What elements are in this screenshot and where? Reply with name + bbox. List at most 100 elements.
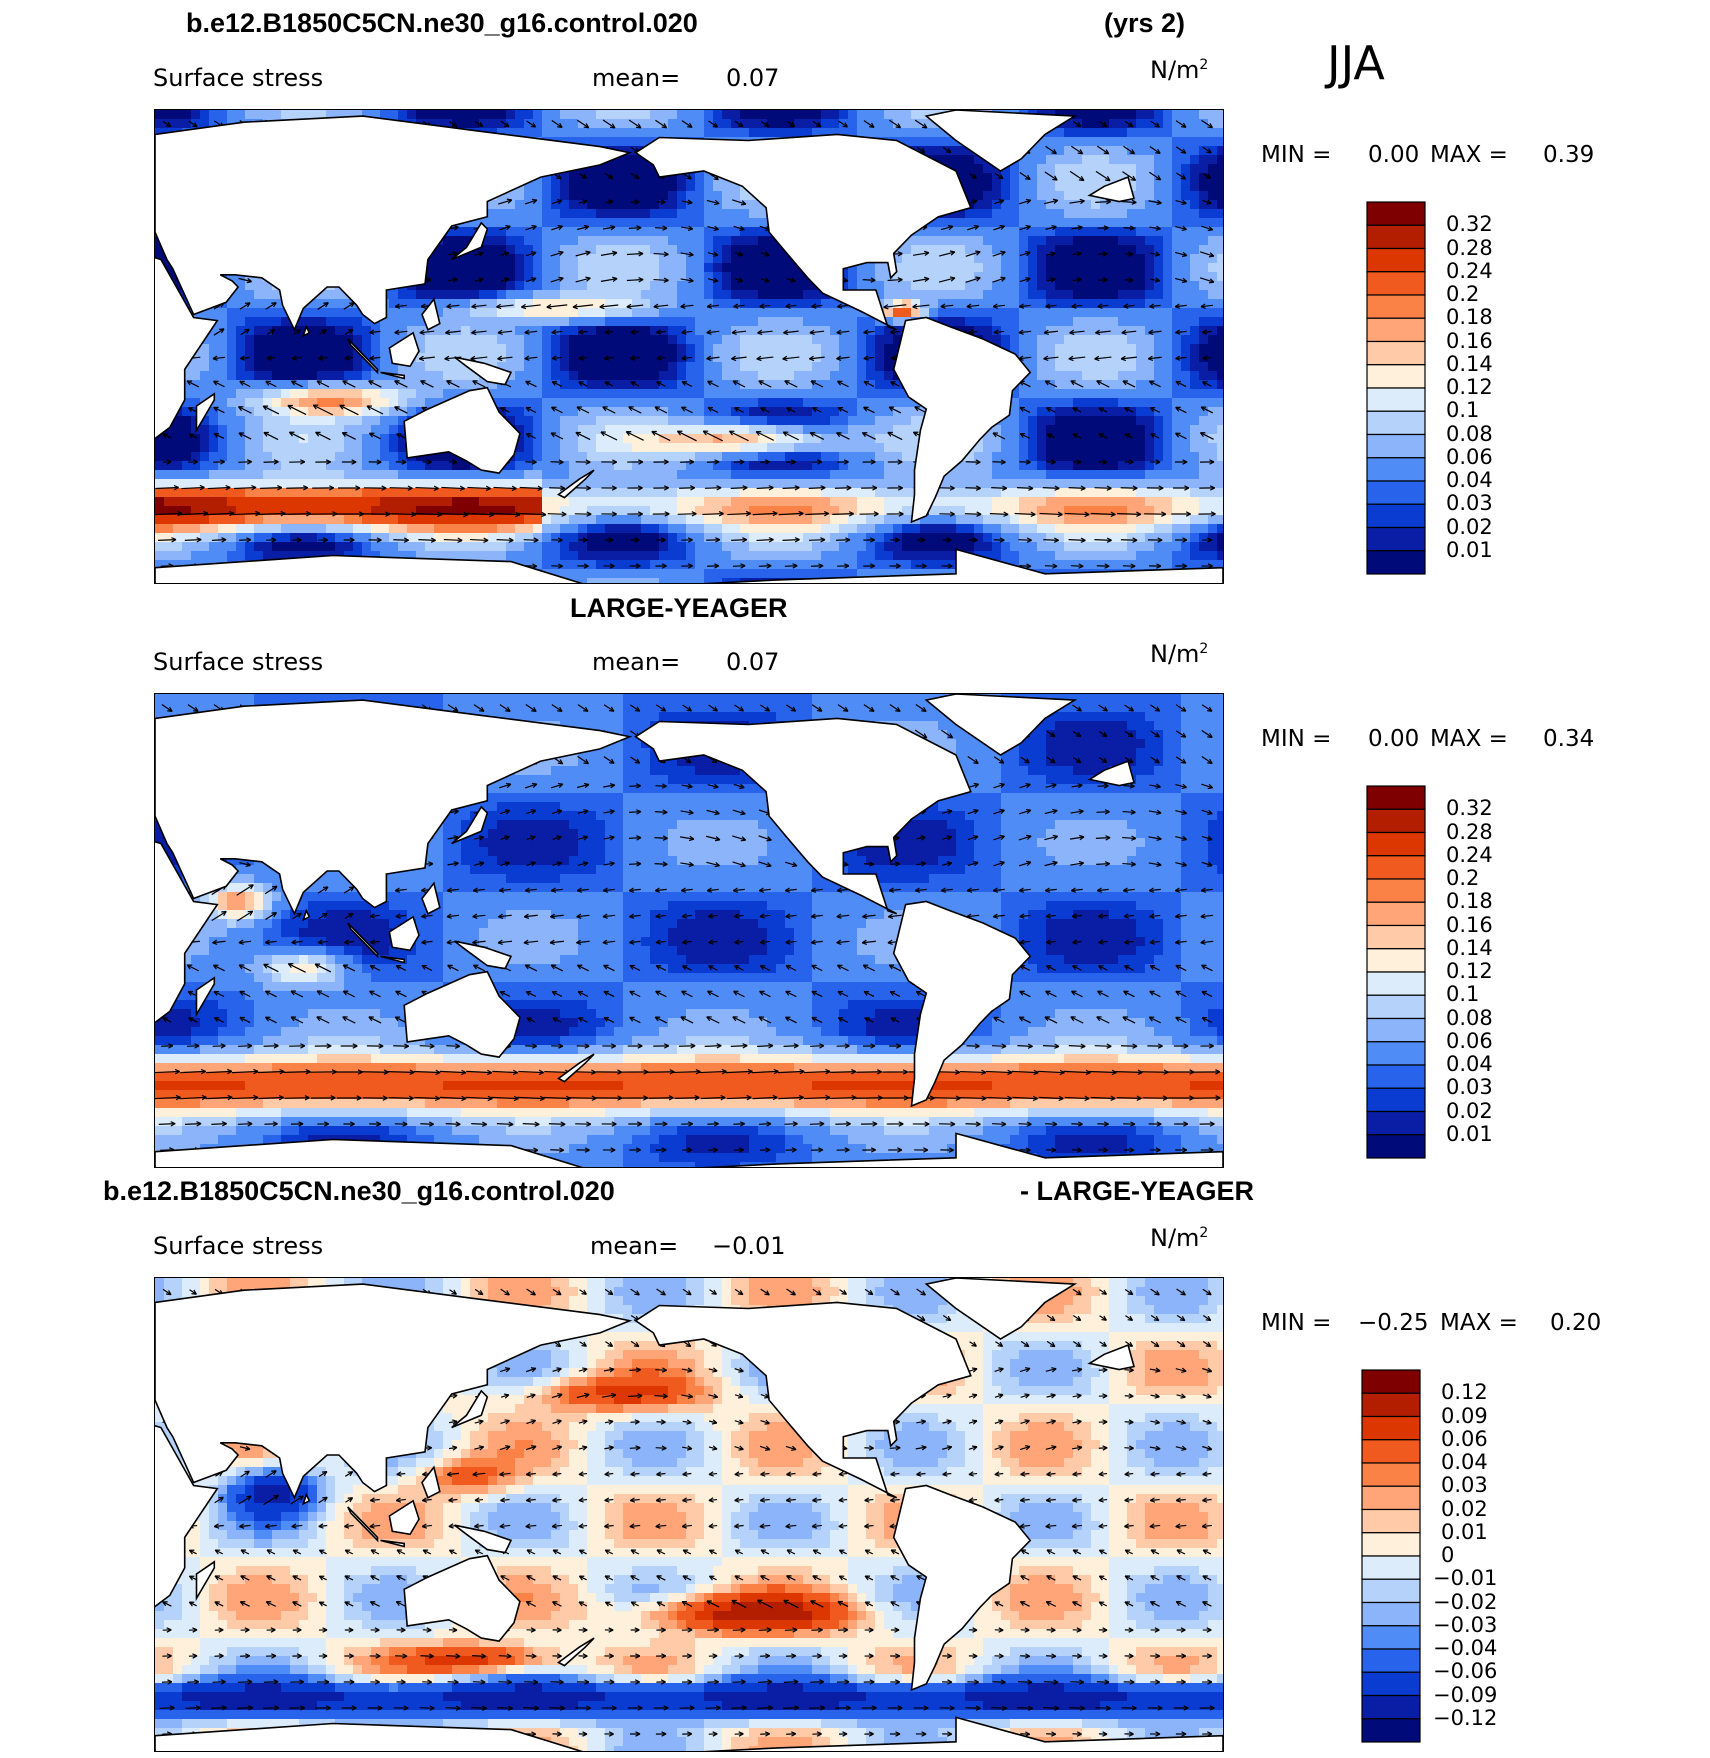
colorbar-tick-label: 0.04: [1446, 1052, 1493, 1076]
colorbar-swatch: [1361, 1694, 1421, 1720]
colorbar-swatch: [1361, 1578, 1421, 1604]
stress-field: [155, 110, 1223, 583]
colorbar-swatch: [1361, 1555, 1421, 1580]
colorbar: 0.32 0.28 0.24 0.2 0.18 0.16 0.14 0.12 0.1 0.08 0.…: [1366, 785, 1493, 1159]
variable-label: Surface stress: [153, 648, 323, 676]
colorbar-swatch: [1361, 1671, 1421, 1697]
stress-field: [155, 694, 1223, 1167]
panel-title-right: - LARGE-YEAGER: [1020, 1176, 1254, 1207]
max-label: MAX =: [1430, 142, 1508, 168]
colorbar-swatch: [1366, 1110, 1426, 1136]
colorbar-tick-label: 0.28: [1446, 236, 1493, 260]
max-label: MAX =: [1440, 1310, 1518, 1336]
colorbar-tick-label: 0.08: [1446, 422, 1493, 446]
colorbar-swatch: [1361, 1532, 1421, 1557]
mean-label: mean=: [592, 648, 680, 676]
colorbar-swatch: [1366, 831, 1426, 857]
colorbar-swatch: [1366, 271, 1426, 296]
colorbar-swatch: [1366, 457, 1426, 482]
colorbar-swatch: [1366, 994, 1426, 1020]
colorbar-swatch: [1366, 294, 1426, 319]
colorbar-tick-label: 0.14: [1446, 352, 1493, 376]
colorbar-tick-label: 0.04: [1446, 468, 1493, 492]
units-label: N/m2: [1150, 640, 1208, 668]
colorbar-tick-label: 0.14: [1446, 936, 1493, 960]
min-label: MIN =: [1261, 142, 1331, 168]
colorbar-tick-label: 0.03: [1446, 1075, 1493, 1099]
colorbar-swatch: [1366, 1017, 1426, 1043]
colorbar-tick-label: −0.03: [1433, 1613, 1497, 1637]
mean-value: 0.07: [726, 64, 779, 92]
colorbar-tick-label: 0.04: [1441, 1450, 1488, 1474]
panel-title-left: b.e12.B1850C5CN.ne30_g16.control.020: [103, 1176, 615, 1207]
colorbar-swatch: [1361, 1369, 1421, 1394]
colorbar-swatch: [1361, 1439, 1421, 1464]
min-label: MIN =: [1261, 1310, 1331, 1336]
colorbar-swatch: [1366, 224, 1426, 250]
colorbar-tick-label: 0.24: [1446, 259, 1493, 283]
colorbar-swatch: [1366, 924, 1426, 950]
map-control: [154, 109, 1224, 584]
colorbar-swatch: [1366, 480, 1426, 505]
stress-vectors: [155, 119, 1216, 569]
season-label: JJA: [1327, 36, 1385, 90]
colorbar-swatch: [1361, 1625, 1421, 1650]
colorbar-tick-label: 0.1: [1446, 982, 1479, 1006]
colorbar-swatch: [1361, 1392, 1421, 1418]
colorbar-tick-label: 0.12: [1441, 1380, 1488, 1404]
colorbar-swatch: [1366, 808, 1426, 834]
colorbar-swatch: [1361, 1485, 1421, 1511]
coastlines: [155, 110, 1223, 583]
colorbar-tick-label: 0.16: [1446, 913, 1493, 937]
min-value: 0.00: [1368, 726, 1419, 752]
colorbar-swatch: [1361, 1601, 1421, 1627]
variable-label: Surface stress: [153, 1232, 323, 1260]
colorbar-tick-label: 0.08: [1446, 1006, 1493, 1030]
colorbar-swatch: [1366, 901, 1426, 927]
colorbar-tick-label: 0.02: [1446, 515, 1493, 539]
colorbar-swatch: [1361, 1718, 1421, 1743]
colorbar-tick-label: 0.01: [1441, 1520, 1488, 1544]
colorbar-tick-label: 0.18: [1446, 305, 1493, 329]
colorbar-swatch: [1361, 1462, 1421, 1487]
colorbar-tick-label: 0.01: [1446, 1122, 1493, 1146]
colorbar-tick-label: −0.12: [1433, 1706, 1497, 1730]
colorbar-swatch: [1366, 340, 1426, 366]
units-label: N/m2: [1150, 1224, 1208, 1252]
mean-value: 0.07: [726, 648, 779, 676]
panel-title-center: LARGE-YEAGER: [570, 593, 788, 624]
units-label: N/m2: [1150, 56, 1208, 84]
colorbar-swatch: [1366, 387, 1426, 412]
coastlines: [155, 694, 1223, 1167]
colorbar-swatch: [1366, 247, 1426, 273]
colorbar-tick-label: 0.06: [1446, 445, 1493, 469]
colorbar-tick-label: 0.1: [1446, 398, 1479, 422]
colorbar-tick-label: −0.02: [1433, 1590, 1497, 1614]
colorbar-swatch: [1366, 878, 1426, 903]
max-value: 0.20: [1550, 1310, 1601, 1336]
colorbar-swatch: [1366, 550, 1426, 575]
colorbar: 0.32 0.28 0.24 0.2 0.18 0.16 0.14 0.12 0.1 0.08 0.…: [1366, 201, 1493, 575]
colorbar-swatch: [1366, 433, 1426, 459]
coastlines: [155, 1278, 1223, 1751]
colorbar-tick-label: 0.03: [1446, 491, 1493, 515]
colorbar-tick-label: 0.32: [1446, 212, 1493, 236]
colorbar-swatch: [1361, 1508, 1421, 1534]
panel-title-right: (yrs 2): [1104, 8, 1185, 39]
colorbar-swatch: [1366, 1134, 1426, 1159]
colorbar-swatch: [1366, 503, 1426, 529]
colorbar-swatch: [1366, 364, 1426, 389]
stress-vectors: [159, 1288, 1215, 1737]
mean-value: −0.01: [712, 1232, 786, 1260]
colorbar-swatch: [1366, 855, 1426, 880]
colorbar-tick-label: 0.06: [1441, 1427, 1488, 1451]
panel-title-left: b.e12.B1850C5CN.ne30_g16.control.020: [186, 8, 698, 39]
max-value: 0.34: [1543, 726, 1594, 752]
colorbar-tick-label: −0.04: [1433, 1636, 1497, 1660]
variable-label: Surface stress: [153, 64, 323, 92]
mean-label: mean=: [592, 64, 680, 92]
colorbar-tick-label: 0.12: [1446, 375, 1493, 399]
max-value: 0.39: [1543, 142, 1594, 168]
colorbar-swatch: [1366, 971, 1426, 996]
colorbar-tick-label: 0.12: [1446, 959, 1493, 983]
